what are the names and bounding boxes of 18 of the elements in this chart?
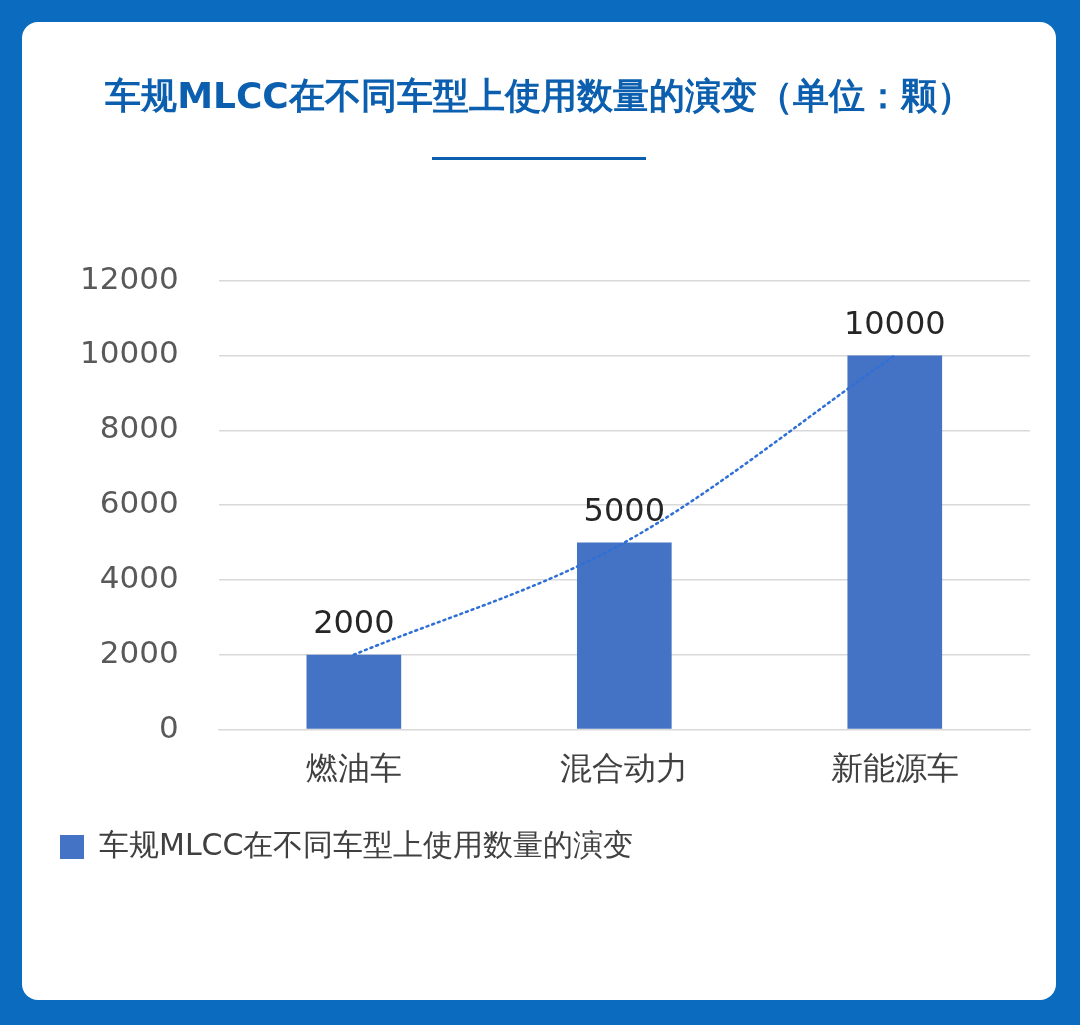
chart-title: 车规MLCC在不同车型上使用数量的演变（单位：颗） [104,74,974,118]
legend-label: 车规MLCC在不同车型上使用数量的演变 [99,826,634,862]
x-tick-label: 燃油车 [305,749,402,788]
bar [576,542,672,729]
x-tick-label: 混合动力 [560,749,689,788]
bar [306,654,402,729]
y-tick-label: 6000 [99,484,179,521]
y-tick-label: 2000 [99,633,179,670]
data-label: 10000 [843,303,946,342]
y-tick-label: 10000 [79,334,179,371]
y-tick-label: 8000 [99,409,179,446]
data-label: 5000 [583,490,666,529]
bar [847,355,943,729]
data-label: 2000 [313,603,395,642]
y-tick-label: 0 [158,708,179,745]
y-tick-label: 12000 [79,259,179,296]
x-tick-label: 新能源车 [830,749,959,788]
y-tick-label: 4000 [99,558,179,595]
